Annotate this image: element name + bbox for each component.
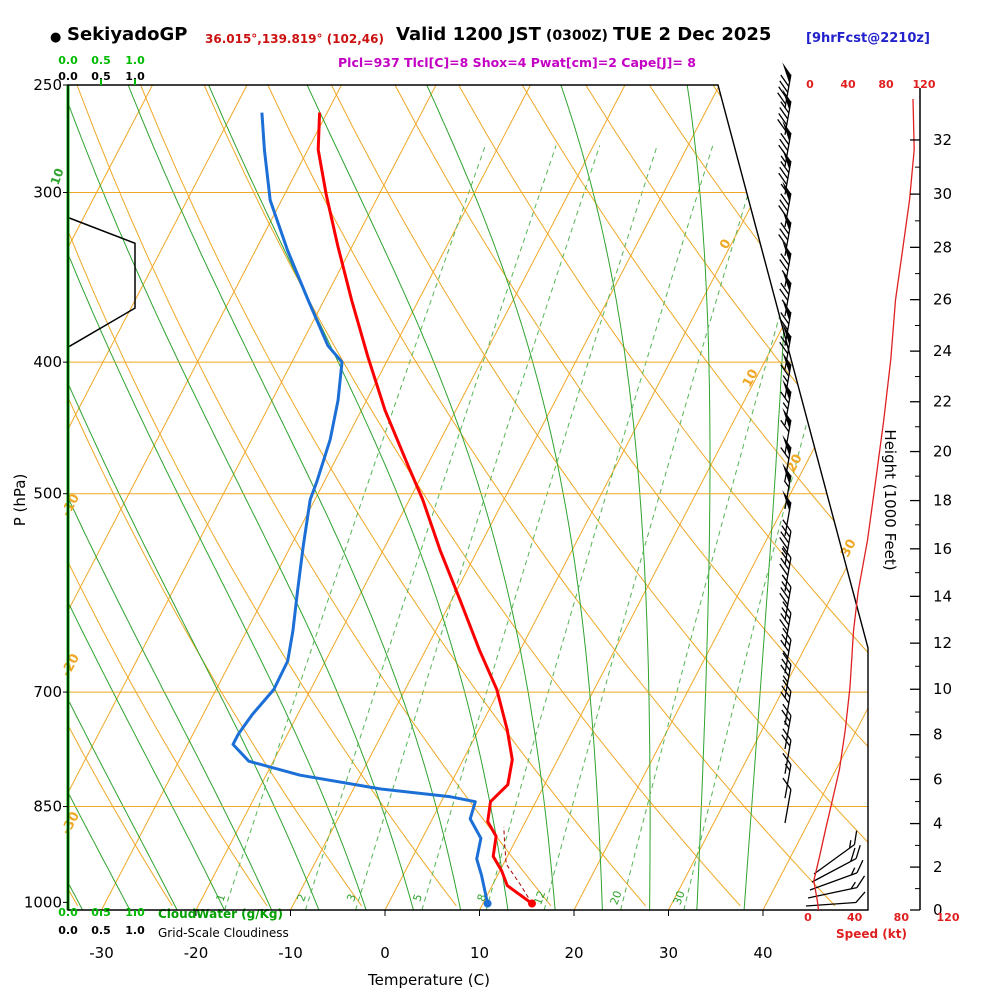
svg-text:0: 0 — [804, 911, 812, 924]
svg-text:1: 1 — [214, 892, 229, 903]
svg-text:500: 500 — [33, 485, 62, 503]
cloudiness-axis-title: Grid-Scale Cloudiness — [158, 926, 289, 940]
svg-text:80: 80 — [878, 78, 894, 91]
temperature-curve — [316, 112, 533, 905]
svg-text:0.5: 0.5 — [91, 924, 111, 937]
svg-text:1.0: 1.0 — [125, 70, 145, 83]
svg-text:18: 18 — [933, 492, 952, 510]
svg-text:400: 400 — [33, 353, 62, 371]
svg-text:40: 40 — [847, 911, 863, 924]
station-bullet-icon: ● — [50, 30, 62, 45]
svg-text:20: 20 — [933, 443, 952, 461]
svg-text:-30: -30 — [89, 944, 114, 962]
svg-text:-10: -10 — [59, 491, 83, 519]
svg-text:-20: -20 — [59, 651, 83, 679]
svg-text:10: 10 — [470, 944, 489, 962]
valid-zulu: (0300Z) — [545, 28, 608, 44]
svg-text:14: 14 — [933, 587, 952, 605]
svg-text:10: 10 — [740, 367, 762, 390]
svg-text:40: 40 — [753, 944, 772, 962]
cloud-scale-ticks: 0.00.51.00.00.51.00.00.51.00.00.51.0 — [58, 54, 145, 937]
svg-text:26: 26 — [933, 291, 952, 309]
stats-line: Plcl=937 Tlcl[C]=8 Shox=4 Pwat[cm]=2 Cap… — [338, 55, 696, 70]
svg-text:0.0: 0.0 — [58, 924, 78, 937]
svg-text:12: 12 — [933, 634, 952, 652]
svg-text:2: 2 — [933, 858, 943, 876]
surface-dew-dot — [483, 899, 492, 908]
station-name: SekiyadoGP — [67, 24, 188, 45]
svg-text:0.0: 0.0 — [58, 906, 78, 919]
svg-text:0.0: 0.0 — [58, 70, 78, 83]
svg-text:8: 8 — [475, 892, 490, 903]
svg-text:80: 80 — [894, 911, 910, 924]
svg-text:20: 20 — [608, 889, 625, 907]
svg-text:250: 250 — [33, 76, 62, 94]
svg-text:6: 6 — [933, 770, 943, 788]
svg-text:28: 28 — [933, 238, 952, 256]
background-grid — [68, 85, 868, 910]
svg-text:3: 3 — [344, 892, 359, 903]
temperature-axis-title: Temperature (C) — [368, 971, 490, 989]
svg-text:20: 20 — [564, 944, 583, 962]
svg-text:0: 0 — [933, 901, 943, 919]
forecast-tag: [9hrFcst@2210z] — [806, 31, 930, 46]
station-coords: 36.015°,139.819° (102,46) — [205, 32, 384, 46]
svg-text:16: 16 — [933, 540, 952, 558]
svg-text:30: 30 — [671, 889, 688, 907]
svg-text:32: 32 — [933, 131, 952, 149]
svg-text:700: 700 — [33, 683, 62, 701]
svg-text:8: 8 — [933, 726, 943, 744]
svg-text:0: 0 — [380, 944, 390, 962]
svg-text:30: 30 — [933, 185, 952, 203]
cloudiness-profile — [67, 216, 136, 348]
svg-text:5: 5 — [410, 892, 425, 903]
svg-text:24: 24 — [933, 342, 952, 360]
wind-barbs — [777, 62, 866, 907]
svg-text:1.0: 1.0 — [125, 924, 145, 937]
parcel-path — [503, 826, 533, 904]
dewpoint-curve — [231, 112, 490, 904]
surface-temp-dot — [527, 899, 536, 908]
svg-text:120: 120 — [913, 78, 936, 91]
valid-time: Valid 1200 JST (0300Z) TUE 2 Dec 2025 — [396, 24, 771, 45]
svg-text:0: 0 — [717, 237, 734, 252]
svg-text:1.0: 1.0 — [125, 54, 145, 67]
svg-text:30: 30 — [659, 944, 678, 962]
svg-text:0.5: 0.5 — [91, 54, 111, 67]
svg-text:1000: 1000 — [24, 893, 62, 911]
speed-axis-title: Speed (kt) — [836, 927, 907, 941]
valid-date: TUE 2 Dec 2025 — [613, 24, 772, 45]
wind-speed-curve — [813, 98, 915, 911]
valid-label: Valid 1200 JST — [396, 24, 541, 45]
svg-text:-10: -10 — [278, 944, 303, 962]
svg-text:2: 2 — [294, 892, 309, 903]
svg-text:10: 10 — [933, 680, 952, 698]
svg-text:10: 10 — [48, 166, 67, 186]
svg-text:40: 40 — [840, 78, 856, 91]
plot-border — [67, 84, 869, 911]
svg-text:4: 4 — [933, 815, 943, 833]
svg-text:300: 300 — [33, 184, 62, 202]
svg-text:22: 22 — [933, 393, 952, 411]
svg-text:0: 0 — [806, 78, 814, 91]
svg-text:-20: -20 — [184, 944, 209, 962]
svg-text:0.5: 0.5 — [91, 70, 111, 83]
svg-text:0.0: 0.0 — [58, 54, 78, 67]
svg-text:120: 120 — [937, 911, 960, 924]
svg-text:850: 850 — [33, 798, 62, 816]
